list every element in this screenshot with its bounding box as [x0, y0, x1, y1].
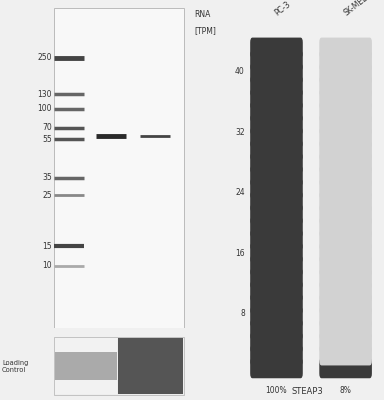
FancyBboxPatch shape [319, 76, 372, 96]
FancyBboxPatch shape [319, 127, 372, 148]
FancyBboxPatch shape [250, 166, 303, 186]
FancyBboxPatch shape [250, 178, 303, 199]
Text: 35: 35 [42, 173, 52, 182]
Text: 100%: 100% [266, 386, 287, 395]
FancyBboxPatch shape [319, 191, 372, 212]
Text: 10: 10 [42, 261, 52, 270]
FancyBboxPatch shape [319, 243, 372, 263]
FancyBboxPatch shape [319, 294, 372, 314]
FancyBboxPatch shape [250, 332, 303, 353]
FancyBboxPatch shape [319, 217, 372, 237]
Text: [TPM]: [TPM] [194, 26, 216, 35]
FancyBboxPatch shape [319, 204, 372, 224]
FancyBboxPatch shape [250, 50, 303, 71]
FancyBboxPatch shape [250, 358, 303, 378]
FancyBboxPatch shape [250, 320, 303, 340]
FancyBboxPatch shape [250, 243, 303, 263]
FancyBboxPatch shape [54, 8, 184, 328]
Bar [55, 352, 117, 380]
Text: SK-MEL-30: SK-MEL-30 [342, 0, 379, 18]
FancyBboxPatch shape [319, 114, 372, 135]
Text: High: High [102, 341, 120, 350]
FancyBboxPatch shape [250, 153, 303, 173]
Bar [55, 338, 117, 394]
FancyBboxPatch shape [319, 178, 372, 199]
FancyBboxPatch shape [319, 358, 372, 378]
FancyBboxPatch shape [319, 345, 372, 366]
Text: 16: 16 [235, 249, 245, 258]
Text: PC-3: PC-3 [273, 0, 292, 18]
Bar [118, 338, 183, 394]
FancyBboxPatch shape [250, 102, 303, 122]
Text: 100: 100 [37, 104, 52, 113]
FancyBboxPatch shape [319, 102, 372, 122]
FancyBboxPatch shape [319, 153, 372, 173]
FancyBboxPatch shape [250, 294, 303, 314]
FancyBboxPatch shape [319, 38, 372, 58]
Text: RNA: RNA [194, 10, 210, 19]
Text: 70: 70 [42, 124, 52, 132]
Text: 250: 250 [37, 53, 52, 62]
Text: Low: Low [147, 341, 162, 350]
FancyBboxPatch shape [319, 332, 372, 353]
Bar [54, 338, 184, 394]
FancyBboxPatch shape [319, 281, 372, 301]
Text: STEAP3: STEAP3 [291, 387, 323, 396]
FancyBboxPatch shape [319, 307, 372, 327]
Text: 8%: 8% [340, 386, 351, 395]
Text: 55: 55 [42, 135, 52, 144]
FancyBboxPatch shape [250, 191, 303, 212]
FancyBboxPatch shape [250, 89, 303, 109]
Text: 8: 8 [240, 310, 245, 318]
FancyBboxPatch shape [250, 307, 303, 327]
FancyBboxPatch shape [250, 127, 303, 148]
FancyBboxPatch shape [250, 256, 303, 276]
FancyBboxPatch shape [319, 89, 372, 109]
Text: 130: 130 [37, 90, 52, 99]
FancyBboxPatch shape [250, 76, 303, 96]
FancyBboxPatch shape [319, 230, 372, 250]
FancyBboxPatch shape [319, 63, 372, 84]
FancyBboxPatch shape [319, 166, 372, 186]
FancyBboxPatch shape [319, 140, 372, 160]
FancyBboxPatch shape [319, 256, 372, 276]
FancyBboxPatch shape [319, 268, 372, 288]
FancyBboxPatch shape [250, 268, 303, 288]
FancyBboxPatch shape [250, 140, 303, 160]
Text: 15: 15 [42, 242, 52, 251]
Text: Loading
Control: Loading Control [2, 360, 28, 372]
Text: 40: 40 [235, 67, 245, 76]
FancyBboxPatch shape [250, 230, 303, 250]
Text: 24: 24 [235, 188, 245, 197]
FancyBboxPatch shape [250, 345, 303, 366]
FancyBboxPatch shape [319, 50, 372, 71]
FancyBboxPatch shape [250, 63, 303, 84]
FancyBboxPatch shape [250, 114, 303, 135]
FancyBboxPatch shape [319, 320, 372, 340]
Text: 32: 32 [235, 128, 245, 137]
FancyBboxPatch shape [250, 38, 303, 58]
Text: 25: 25 [42, 191, 52, 200]
FancyBboxPatch shape [250, 281, 303, 301]
FancyBboxPatch shape [250, 217, 303, 237]
FancyBboxPatch shape [250, 204, 303, 224]
